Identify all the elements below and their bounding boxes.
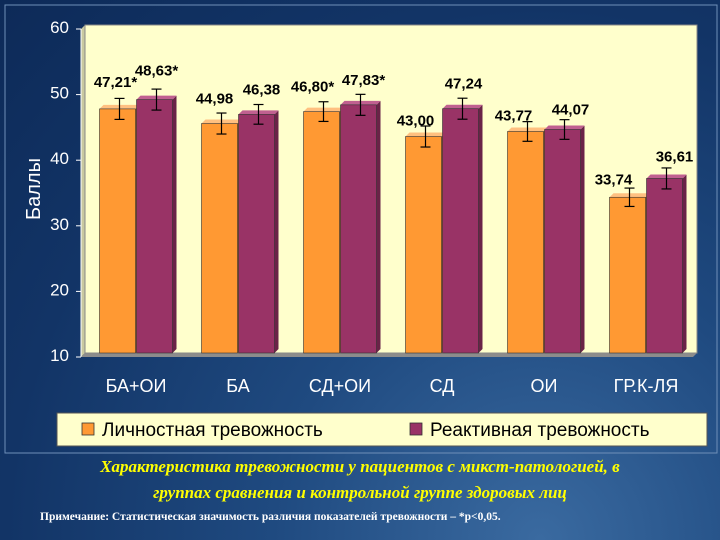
bar-reactive — [646, 178, 683, 354]
y-tick-label: 30 — [50, 215, 69, 234]
bar-side — [172, 95, 177, 354]
y-tick-label: 20 — [50, 280, 69, 299]
bar-side — [376, 100, 381, 353]
bar-side — [682, 174, 687, 353]
bar-personal — [609, 196, 646, 354]
bar-side — [274, 110, 279, 353]
plot-side-wall — [81, 25, 85, 357]
y-tick-label: 60 — [50, 18, 69, 37]
chart-frame — [4, 4, 718, 454]
y-axis-title: Баллы — [23, 158, 45, 220]
y-tick-label: 40 — [50, 149, 69, 168]
data-label: 48,63* — [135, 63, 179, 80]
data-label: 46,38 — [243, 81, 281, 98]
bar-personal — [201, 123, 238, 354]
bar-side — [580, 125, 585, 354]
x-tick-label: БА+ОИ — [106, 376, 167, 396]
chart-area: 10 20 30 40 50 60 Баллы 47,21* 48,63* БА+ОИ 44,98 4… — [4, 4, 718, 454]
legend-label: Реактивная тревожность — [430, 420, 650, 441]
chart-caption-line1: Характеристика тревожности у пациентов с… — [100, 457, 620, 476]
plot-floor — [81, 353, 697, 357]
data-label: 46,80* — [291, 79, 335, 96]
bar-reactive — [238, 114, 275, 354]
bar-personal — [303, 111, 340, 354]
bar-reactive — [544, 129, 581, 354]
data-label: 43,77 — [495, 107, 533, 124]
x-tick-label: БА — [226, 376, 249, 396]
x-tick-label: ОИ — [531, 376, 558, 396]
data-label: 44,07 — [552, 102, 590, 119]
data-label: 43,00 — [397, 113, 435, 130]
y-tick-label: 10 — [50, 346, 69, 365]
data-label: 47,24 — [445, 76, 483, 93]
legend-swatch — [81, 422, 95, 436]
legend-label: Личностная тревожность — [102, 420, 323, 441]
x-tick-label: СД — [430, 376, 455, 396]
bar-personal — [405, 136, 442, 354]
bar-side — [478, 104, 483, 353]
bar-reactive — [442, 108, 479, 354]
data-label: 47,21* — [94, 74, 138, 91]
bar-personal — [99, 108, 136, 354]
y-tick-label: 50 — [50, 84, 69, 103]
bar-reactive — [340, 104, 377, 354]
legend-box — [56, 412, 708, 447]
data-label: 47,83* — [342, 72, 386, 89]
x-tick-label: ГР.К-ЛЯ — [614, 376, 679, 396]
bar-chart: 10 20 30 40 50 60 Баллы 47,21*48,63* БА+ОИ 44,98 4… — [4, 4, 718, 454]
bar-personal — [507, 131, 544, 354]
plot-area — [84, 24, 698, 354]
footnote: Примечание: Статистическая значимость ра… — [40, 511, 501, 523]
data-label: 36,61 — [656, 148, 694, 165]
data-label: 44,98 — [196, 91, 234, 108]
bar-reactive — [136, 99, 173, 354]
x-tick-label: СД+ОИ — [309, 376, 371, 396]
data-label: 33,74 — [595, 171, 633, 188]
legend-swatch — [409, 422, 423, 436]
chart-caption-line2: группах сравнения и контрольной группе з… — [153, 483, 567, 502]
